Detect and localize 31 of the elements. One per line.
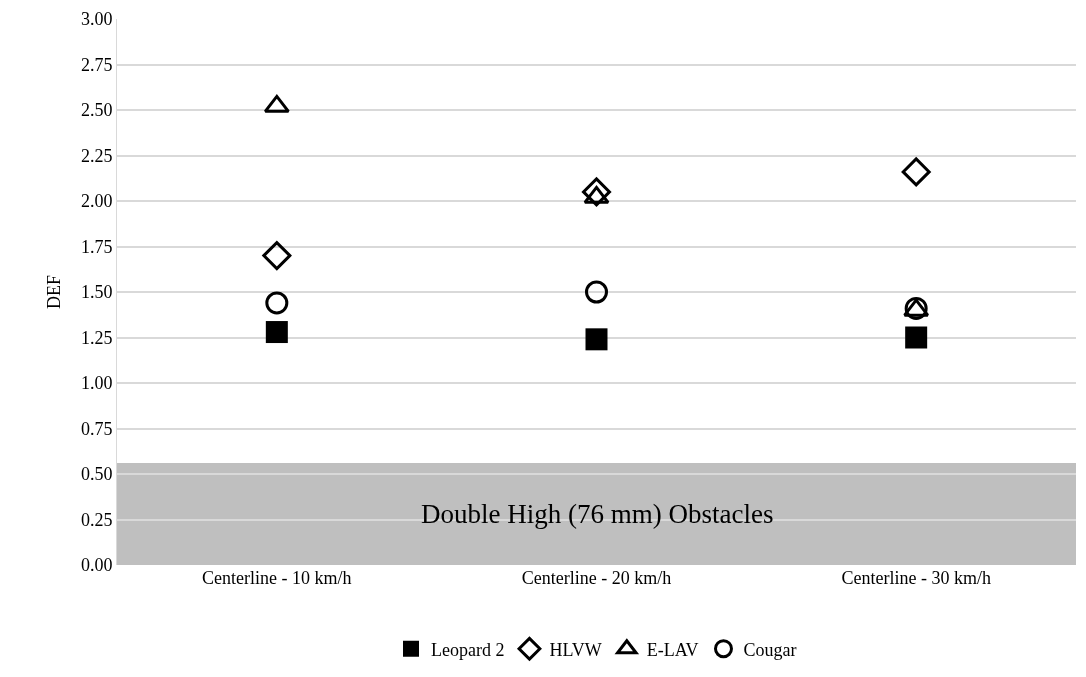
y-tick-label: 2.00 [80, 191, 113, 212]
point [265, 321, 288, 344]
legend-label: Leopard 2 [431, 639, 505, 660]
legend-label: E-LAV [646, 639, 699, 660]
y-tick-label: 0.00 [80, 555, 113, 576]
y-tick-label: 0.25 [80, 509, 113, 530]
y-tick-label: 1.75 [80, 236, 113, 257]
y-tick-label: 0.50 [80, 464, 113, 485]
point [901, 157, 931, 187]
point [263, 94, 290, 113]
y-tick-label: 2.50 [80, 100, 113, 121]
y-tick-label: 0.75 [80, 418, 113, 439]
point [265, 291, 289, 315]
y-tick-label: 1.50 [80, 282, 113, 303]
x-tick-label: Centerline - 30 km/h [841, 568, 991, 588]
point [582, 177, 611, 207]
y-tick-label: 2.75 [80, 54, 113, 75]
point [585, 328, 608, 351]
y-tick-label: 1.00 [80, 373, 113, 394]
y-axis-title: DEF [44, 274, 65, 310]
point [585, 280, 608, 304]
legend-label: Cougar [743, 639, 797, 660]
band-label: Double High (76 mm) Obstacles [421, 499, 774, 529]
y-tick-label: 1.25 [80, 327, 113, 348]
y-tick-label: 3.00 [80, 9, 113, 30]
point [262, 241, 292, 271]
legend-label: HLVW [549, 639, 602, 660]
x-tick-label: Centerline - 20 km/h [521, 568, 672, 588]
point [905, 326, 928, 349]
x-tick-label: Centerline - 10 km/h [202, 568, 352, 588]
y-tick-label: 2.25 [80, 145, 113, 166]
